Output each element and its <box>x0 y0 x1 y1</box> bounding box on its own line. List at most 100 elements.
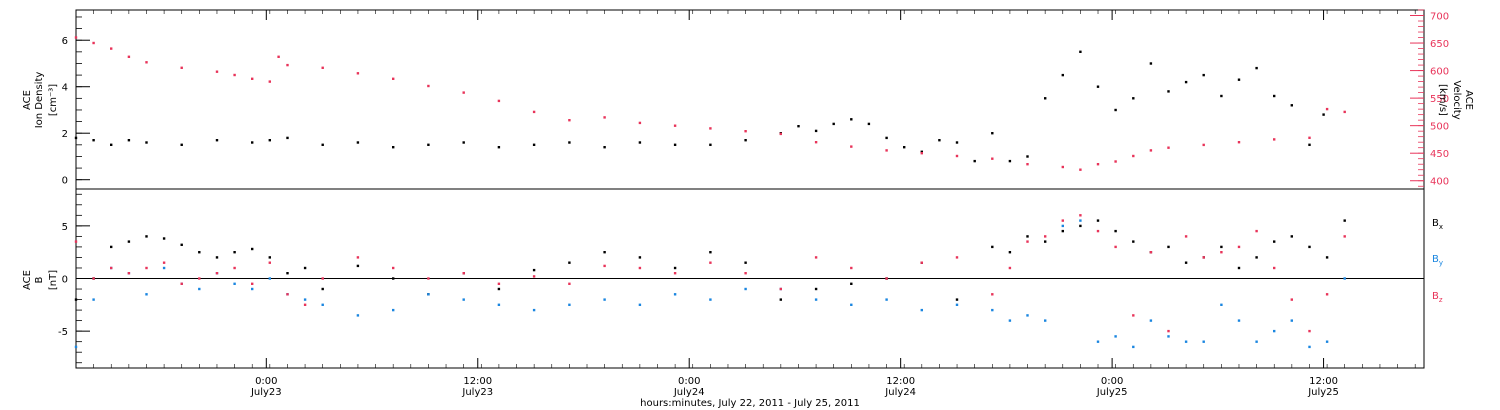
density-point <box>215 139 219 142</box>
bz-point <box>198 277 201 280</box>
bx-point <box>233 251 236 254</box>
bz-point <box>1044 235 1047 238</box>
density-point <box>832 122 835 126</box>
density-point <box>1290 104 1293 107</box>
x-tick-date-label: July24 <box>884 387 916 398</box>
bx-point <box>1184 261 1188 264</box>
density-point <box>1061 73 1064 77</box>
bz-point <box>321 277 324 280</box>
legend-by-label: B <box>1432 254 1439 265</box>
top-left-ylabel: ACE Ion Density [cm⁻³] <box>22 72 59 129</box>
x-tick-time-label: 0:00 <box>1101 376 1123 387</box>
by-point <box>462 298 465 301</box>
by-point <box>92 298 95 301</box>
top-right-tick-label: 550 <box>1430 94 1449 105</box>
velocity-point <box>180 66 183 69</box>
velocity-point <box>991 157 994 160</box>
x-tick-time-label: 12:00 <box>886 376 915 387</box>
x-tick-time-label: 12:00 <box>1309 376 1338 387</box>
density-point <box>867 122 871 126</box>
by-point <box>145 293 148 296</box>
bx-point <box>74 298 78 301</box>
bz-point <box>251 282 254 285</box>
top-right-tick-label: 700 <box>1430 12 1449 23</box>
bx-point <box>1008 251 1012 254</box>
bx-point <box>744 261 747 264</box>
velocity-point <box>920 152 923 155</box>
velocity-point <box>1026 163 1029 166</box>
by-point <box>1132 345 1135 349</box>
density-point <box>145 141 148 144</box>
top-panel-marks <box>74 36 1346 171</box>
bx-point <box>1308 245 1311 249</box>
by-point <box>1220 303 1223 306</box>
velocity-point <box>568 119 571 122</box>
density-point <box>1273 94 1276 98</box>
bx-point <box>1255 256 1258 259</box>
bx-point <box>991 245 994 249</box>
velocity-point <box>673 124 677 127</box>
bx-point <box>1114 229 1117 233</box>
legend-bx-label: B <box>1432 218 1439 229</box>
bottom-left-tick-label: 5 <box>62 222 68 233</box>
bz-point <box>603 264 606 268</box>
by-point <box>198 287 201 291</box>
velocity-point <box>356 72 360 75</box>
bz-point <box>1149 251 1153 254</box>
velocity-point <box>744 130 747 133</box>
top-right-tick-label: 600 <box>1430 67 1449 78</box>
by-point <box>885 298 888 301</box>
top-left-tick-label: 0 <box>62 176 68 187</box>
by-point <box>1167 335 1170 338</box>
bx-point <box>709 251 712 254</box>
bz-point <box>955 256 959 259</box>
density-point <box>74 136 78 140</box>
velocity-point <box>1202 143 1205 147</box>
by-point <box>1008 319 1012 322</box>
density-point <box>709 143 712 146</box>
velocity-point <box>1096 163 1100 166</box>
bz-point <box>744 272 747 275</box>
bz-point <box>1096 229 1100 233</box>
bx-point <box>568 261 571 264</box>
bx-point <box>1132 240 1135 243</box>
by-point <box>392 308 395 312</box>
bz-point <box>1114 245 1117 249</box>
bz-point <box>1184 235 1188 238</box>
bz-point <box>1325 293 1329 296</box>
by-point <box>568 303 571 306</box>
bz-point <box>233 266 236 270</box>
by-point <box>532 308 536 312</box>
bx-point <box>1325 256 1329 259</box>
bx-point <box>215 256 219 259</box>
bx-point <box>1061 229 1064 233</box>
bz-point <box>673 272 677 275</box>
by-point <box>1273 329 1276 333</box>
density-point <box>973 159 976 163</box>
by-point <box>1184 340 1188 343</box>
density-point <box>497 146 501 149</box>
bx-point <box>1026 235 1029 238</box>
density-point <box>903 146 906 149</box>
density-point <box>286 136 289 140</box>
velocity-point <box>1273 138 1276 141</box>
by-point <box>1290 319 1293 322</box>
velocity-point <box>110 47 113 50</box>
bz-point <box>1026 240 1029 243</box>
velocity-point <box>233 73 236 77</box>
bottom-left-ylabel-line2: B <box>34 276 45 283</box>
density-point <box>955 141 959 144</box>
velocity-point <box>1343 110 1346 114</box>
bz-point <box>1255 229 1258 233</box>
bz-point <box>427 277 430 280</box>
bottom-left-tick-label: 0 <box>62 275 68 286</box>
bx-point <box>1220 245 1223 249</box>
density-point <box>1322 113 1325 116</box>
velocity-point <box>92 41 95 45</box>
top-right-tick-label: 500 <box>1430 122 1449 133</box>
bx-point <box>286 272 289 275</box>
by-point <box>814 298 818 301</box>
legend-by: By <box>1432 254 1443 267</box>
bz-point <box>145 266 148 270</box>
velocity-point <box>779 132 782 136</box>
